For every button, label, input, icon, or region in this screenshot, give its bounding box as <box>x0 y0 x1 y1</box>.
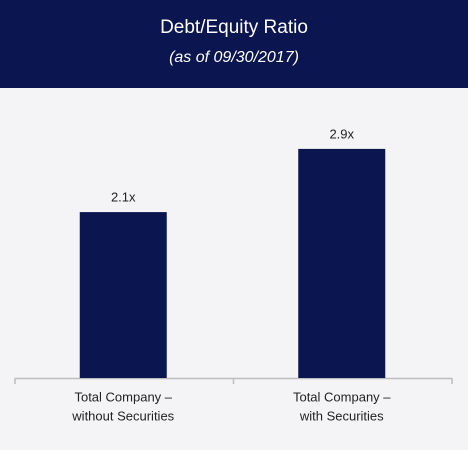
x-tick-label: without Securities <box>71 408 174 423</box>
x-tick-label: Total Company – <box>74 389 172 404</box>
x-tick-label: Total Company – <box>293 389 391 404</box>
value-label: 2.1x <box>111 190 136 205</box>
value-label: 2.9x <box>329 126 354 141</box>
header-band <box>0 0 468 88</box>
x-tick-label: with Securities <box>299 408 384 423</box>
chart-title: Debt/Equity Ratio <box>160 17 308 38</box>
bar <box>79 212 167 378</box>
chart-subtitle: (as of 09/30/2017) <box>169 49 299 66</box>
bar <box>298 148 386 378</box>
